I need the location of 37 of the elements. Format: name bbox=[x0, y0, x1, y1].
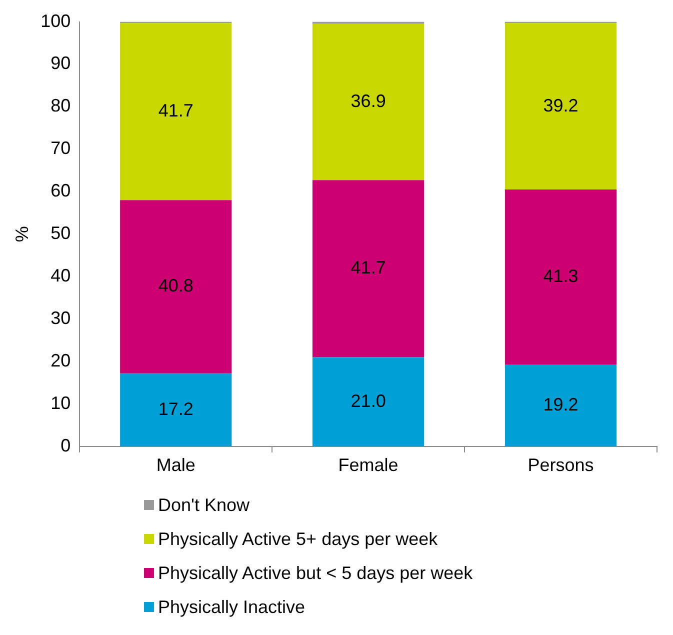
y-tick-label: 20 bbox=[50, 350, 71, 370]
bar bbox=[504, 190, 617, 365]
data-label: 41.7 bbox=[158, 100, 194, 121]
legend-label: Physically Active 5+ days per week bbox=[158, 528, 438, 551]
data-label: 39.2 bbox=[543, 95, 578, 116]
y-tick-label: 70 bbox=[50, 138, 71, 158]
bar bbox=[120, 200, 232, 374]
bar bbox=[504, 364, 617, 446]
legend-label: Physically Inactive bbox=[158, 596, 306, 619]
data-label: 41.3 bbox=[543, 266, 578, 286]
data-label: 17.2 bbox=[158, 398, 194, 419]
bar bbox=[312, 24, 424, 180]
data-label: 41.7 bbox=[350, 258, 386, 278]
bar bbox=[312, 180, 424, 358]
y-tick-label: 30 bbox=[50, 308, 71, 328]
bar bbox=[504, 23, 617, 190]
y-tick-label: 60 bbox=[50, 180, 71, 201]
y-tick-label: 40 bbox=[50, 266, 71, 286]
x-tick-label: Male bbox=[156, 455, 196, 476]
y-tick-label: 10 bbox=[50, 392, 71, 413]
data-label: 36.9 bbox=[350, 90, 386, 111]
data-label: 40.8 bbox=[158, 276, 194, 296]
data-label: 19.2 bbox=[543, 394, 578, 415]
bar bbox=[312, 357, 424, 446]
y-tick-label: 50 bbox=[50, 223, 71, 244]
x-tick-label: Female bbox=[338, 455, 398, 476]
y-tick-label: 100 bbox=[40, 10, 71, 31]
data-label: 21.0 bbox=[350, 390, 386, 411]
y-tick-label: 80 bbox=[50, 96, 71, 116]
bar bbox=[120, 23, 232, 200]
y-axis-title: % bbox=[12, 226, 32, 242]
x-tick-label: Persons bbox=[528, 455, 594, 476]
legend-label: Don't Know bbox=[158, 494, 250, 517]
legend-label: Physically Active but < 5 days per week bbox=[158, 562, 473, 585]
bar bbox=[120, 373, 232, 446]
y-tick-label: 90 bbox=[50, 53, 71, 74]
y-tick-label: 0 bbox=[60, 435, 71, 456]
